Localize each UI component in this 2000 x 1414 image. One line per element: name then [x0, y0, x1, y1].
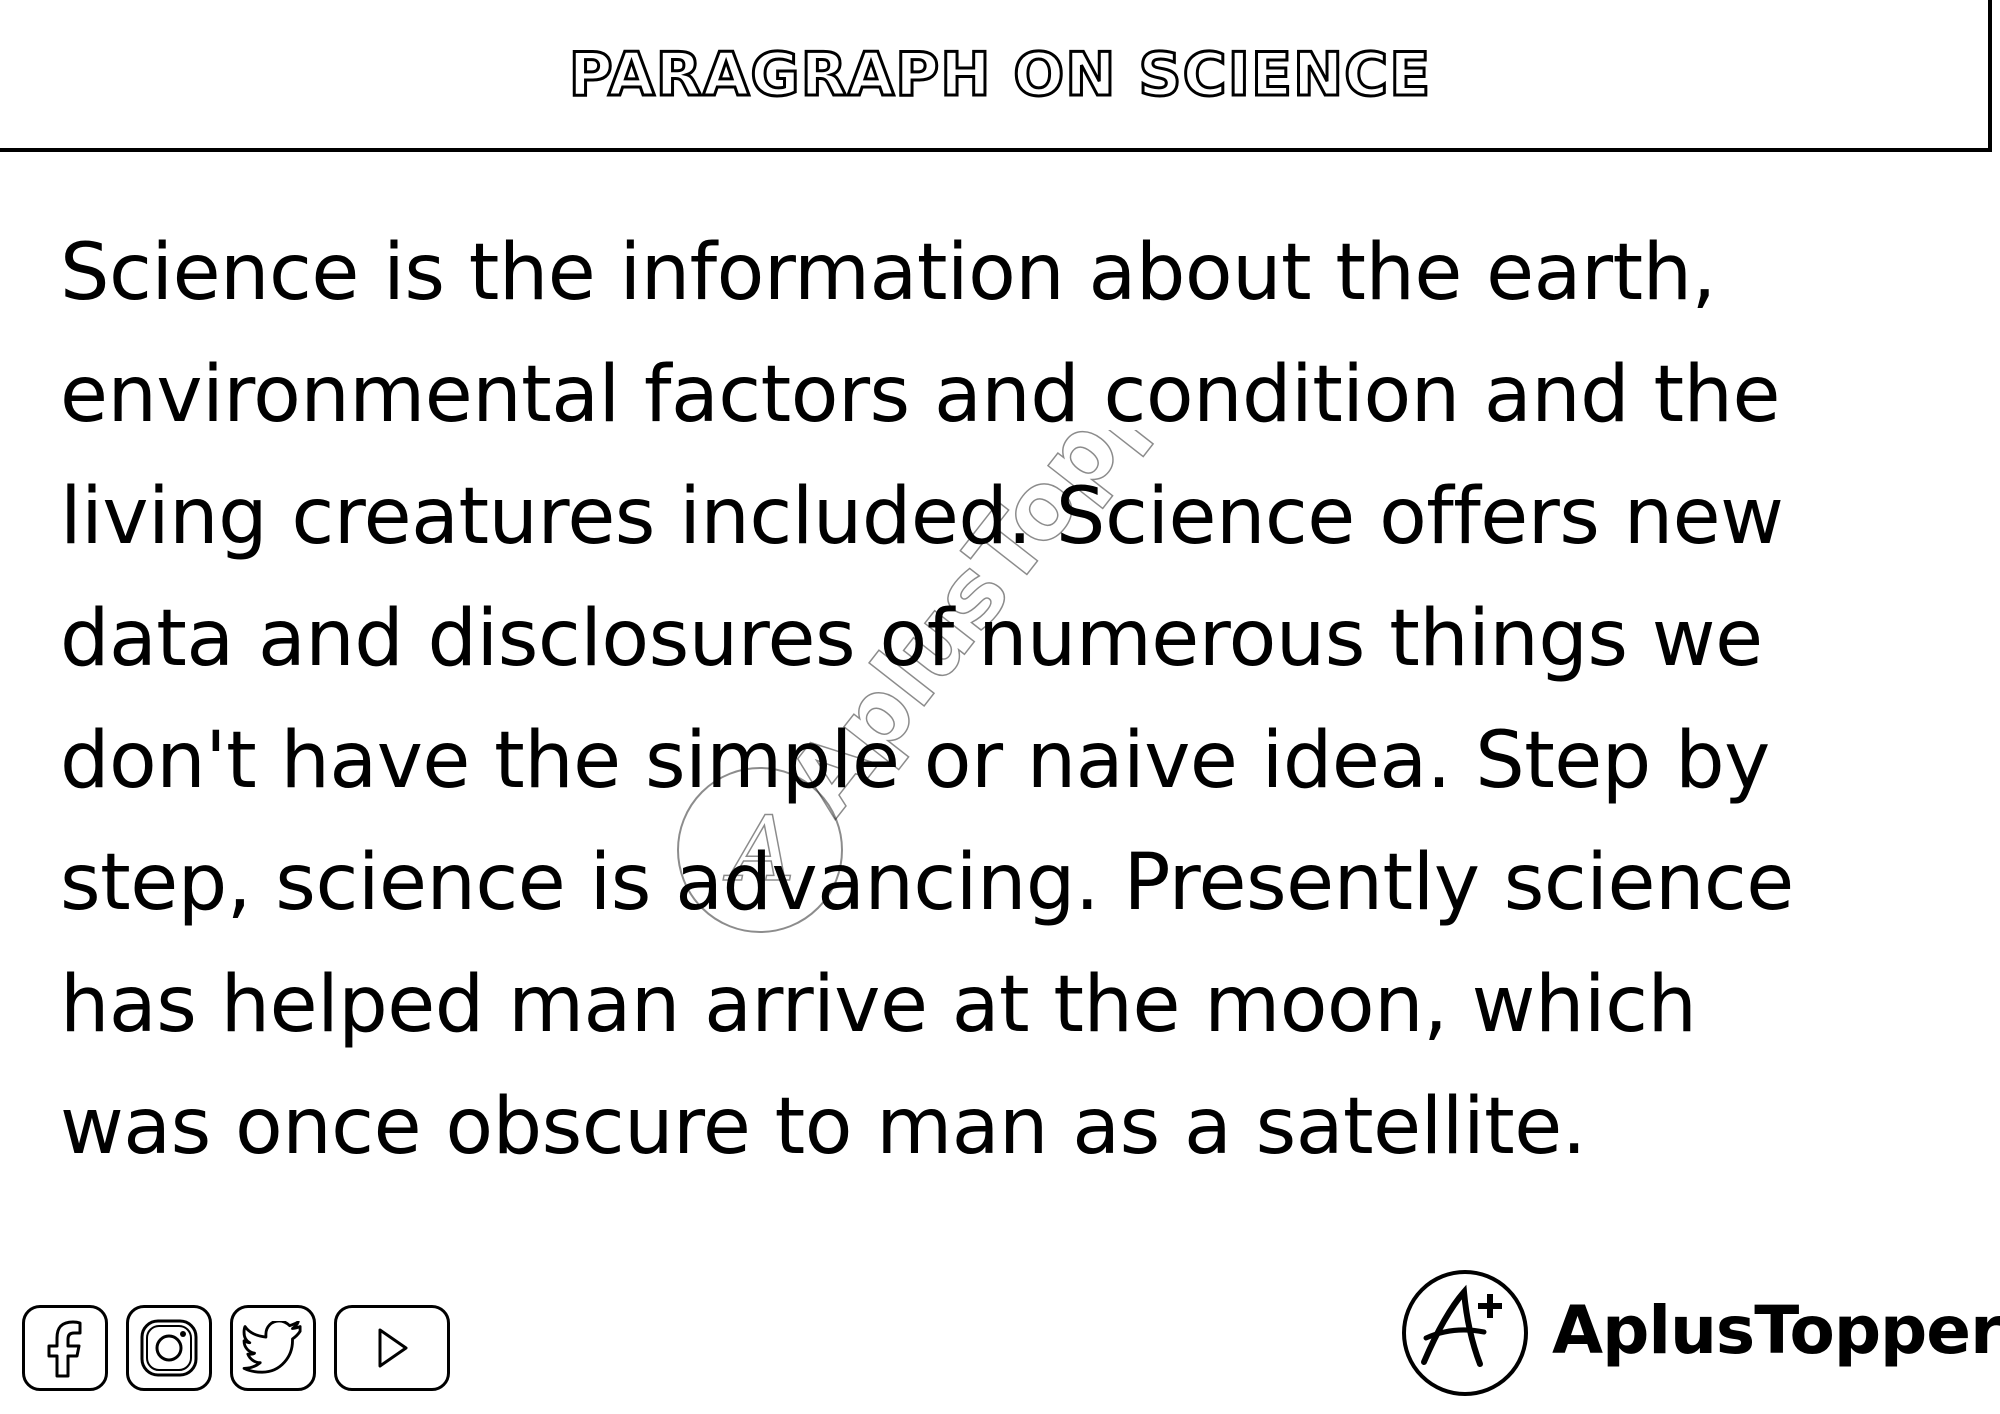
paragraph-line: has helped man arrive at the moon, which [60, 960, 1697, 1050]
paragraph-line: environmental factors and condition and … [60, 350, 1780, 440]
paragraph-line: living creatures included. Science offer… [60, 472, 1784, 562]
brand-name: AplusTopper [1552, 1292, 2000, 1369]
brand-logo-icon [1402, 1270, 1528, 1396]
brand: AplusTopper [1402, 1270, 2000, 1400]
title-box [0, 0, 1992, 152]
facebook-icon[interactable] [22, 1305, 108, 1391]
paragraph-line: Science is the information about the ear… [60, 228, 1716, 318]
youtube-icon[interactable] [334, 1305, 450, 1391]
paragraph: Science is the information about the ear… [60, 212, 1960, 1188]
instagram-icon[interactable] [126, 1305, 212, 1391]
page-title: PARAGRAPH ON SCIENCE [567, 39, 1432, 112]
paragraph-line: was once obscure to man as a satellite. [60, 1082, 1587, 1172]
paragraph-line: don't have the simple or naive idea. Ste… [60, 716, 1770, 806]
paragraph-line: data and disclosures of numerous things … [60, 594, 1763, 684]
twitter-icon[interactable] [230, 1305, 316, 1391]
paragraph-line: step, science is advancing. Presently sc… [60, 838, 1794, 928]
